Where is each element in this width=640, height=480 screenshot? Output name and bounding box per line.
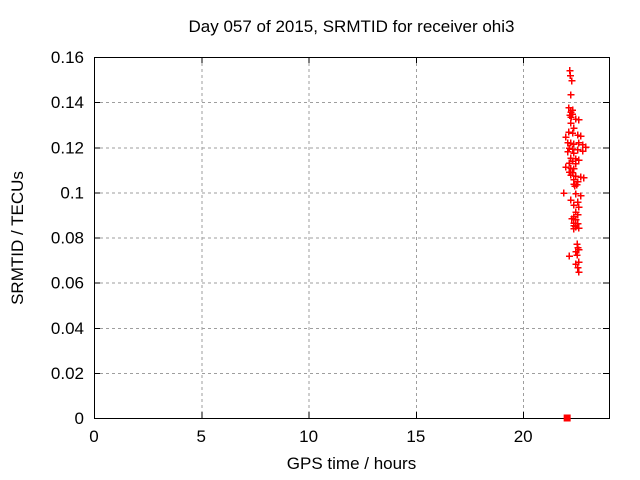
x-tick-label: 15 — [406, 427, 425, 446]
y-tick-label: 0 — [75, 409, 84, 428]
y-tick-label: 0.16 — [51, 48, 84, 67]
x-tick-label: 5 — [197, 427, 206, 446]
gridlines — [94, 57, 609, 418]
tick-marks — [94, 57, 609, 419]
x-axis-label: GPS time / hours — [286, 454, 417, 473]
x-tick-label: 20 — [514, 427, 533, 446]
chart-title: Day 057 of 2015, SRMTID for receiver ohi… — [188, 17, 515, 36]
tick-labels: 0 5 10 15 20 0 0.02 0.04 0.06 0.08 0.1 0.12 0.14 0.16 — [51, 48, 533, 446]
y-tick-label: 0.14 — [51, 93, 84, 112]
series-srmtid-points — [560, 67, 590, 276]
x-tick-label: 0 — [89, 427, 98, 446]
y-tick-label: 0.04 — [51, 319, 84, 338]
y-tick-label: 0.1 — [60, 183, 84, 202]
x-tick-label: 10 — [299, 427, 318, 446]
y-tick-label: 0.08 — [51, 229, 84, 248]
y-tick-label: 0.02 — [51, 364, 84, 383]
y-tick-label: 0.06 — [51, 274, 84, 293]
series-baseline-marker — [563, 414, 571, 422]
y-tick-label: 0.12 — [51, 138, 84, 157]
